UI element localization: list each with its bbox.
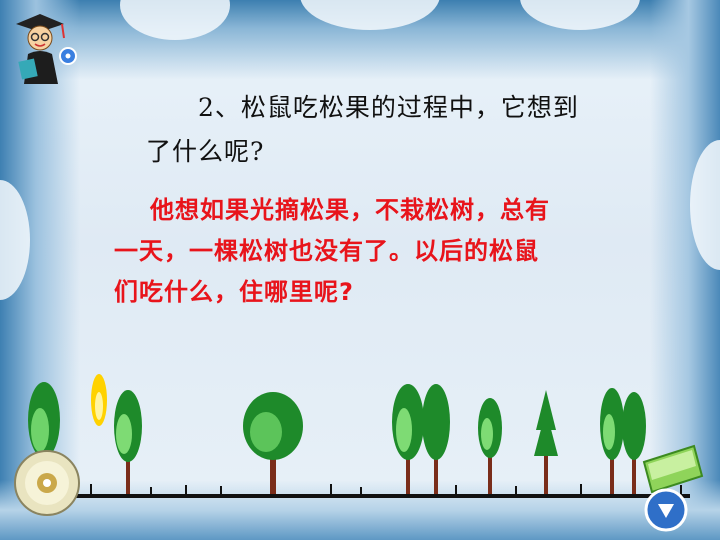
down-arrow-button-icon[interactable] [644,488,688,532]
tree-icon [28,382,60,494]
flame-icon [91,374,107,426]
tree-icon [114,390,142,494]
answer-line-3: 们吃什么，住哪里呢? [114,278,354,306]
tree-icon [622,392,646,494]
answer-line-2: 一天，一棵松树也没有了。以后的松鼠 [114,237,539,265]
tree-icon [243,392,303,494]
answer-text: 他想如果光摘松果，不栽松树，总有 一天，一棵松树也没有了。以后的松鼠 们吃什么，… [114,190,614,313]
forest-scene [28,374,690,498]
ground-line [30,494,690,498]
tree-icon [534,390,558,494]
question-text: 2、松鼠吃松果的过程中，它想到 了什么呢? [146,86,616,174]
answer-line-1: 他想如果光摘松果，不栽松树，总有 [150,196,550,224]
tree-icon [478,398,502,494]
green-book-icon [642,444,704,494]
grass-tufts [60,484,682,494]
teacher-clipart-icon [16,14,77,84]
question-line-1: 2、松鼠吃松果的过程中，它想到 [198,93,579,122]
tree-icon [392,384,424,494]
question-line-2: 了什么呢? [146,137,265,166]
cd-disc-icon [14,450,80,516]
tree-icon [600,388,624,494]
tree-icon [422,384,450,494]
